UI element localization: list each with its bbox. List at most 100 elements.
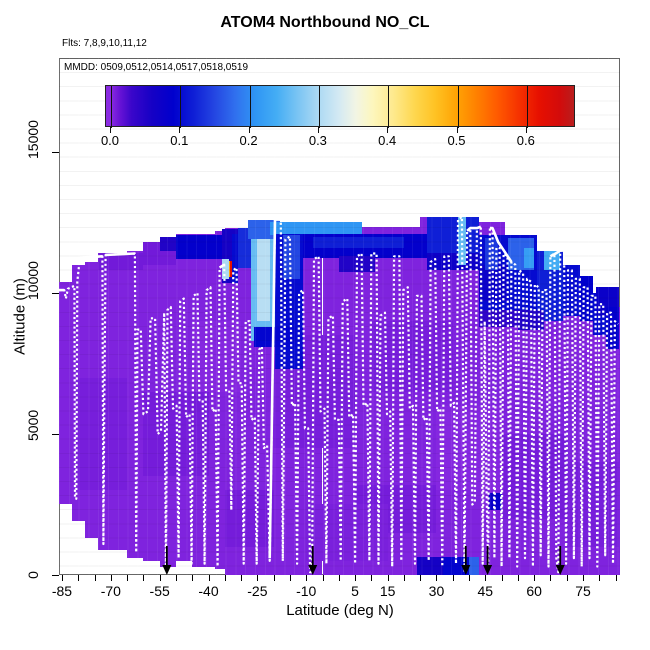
x-axis-tick [371,575,373,581]
x-axis-tick [289,575,291,581]
colorbar-tick [457,86,459,128]
heatmap-cell [175,235,222,260]
x-axis-tick [387,575,389,581]
flight-track-solid-segment [79,255,103,259]
x-axis-tick-label: -55 [149,583,170,599]
landing-marker-arrow-icon [162,546,172,575]
x-axis-tick-label: 45 [477,583,494,599]
flight-track-solid-segment [489,226,513,263]
heatmap-cell [127,250,144,559]
x-axis-tick [273,575,275,581]
x-axis-tick [566,575,568,581]
x-axis-tick-label: 5 [351,583,359,599]
colorbar-tick-label: 0.3 [308,133,327,148]
y-axis-title: Altitude (m) [11,278,29,355]
x-axis-tick [192,575,194,581]
heatmap-cell [312,236,404,248]
heatmap-cell [306,504,388,561]
x-axis-tick [208,575,210,581]
x-axis-tick [534,575,536,581]
heatmap-cell [228,260,231,278]
colorbar-tick-stub [525,127,527,133]
heatmap-cell [257,221,271,322]
heatmap-cell [469,556,479,575]
x-axis-tick [469,575,471,581]
x-axis-tick [110,575,112,581]
y-axis-tick [52,433,59,435]
x-axis-tick [94,575,96,581]
chart-title: ATOM4 Northbound NO_CL [220,14,430,31]
mmdd-legend-label: MMDD: 0509,0512,0514,0517,0518,0519 [64,62,249,73]
colorbar-tick-stub [110,127,111,133]
landing-marker-arrow-icon [483,546,493,575]
x-axis-tick [355,575,357,581]
x-axis-tick-label: -10 [296,583,317,599]
x-axis-tick [452,575,454,581]
x-axis-tick-label: -40 [198,583,219,599]
colorbar-tick-label: 0.6 [516,133,535,148]
heatmap-cell [485,237,499,271]
colorbar-tick-label: 0.5 [447,133,466,148]
heatmap-cell [254,326,297,347]
x-axis-tick [436,575,438,581]
heatmap-cell [605,307,619,350]
x-axis-tick [61,575,63,581]
x-axis-tick [403,575,405,581]
heatmap-cell [270,222,362,236]
flight-track-layer [59,215,619,575]
x-axis-tick [127,575,129,581]
landing-marker-arrow-icon [461,546,471,575]
x-axis-tick [241,575,243,581]
heatmap-cell [231,233,238,284]
x-axis-tick [159,575,161,581]
x-axis-tick [550,575,552,581]
landing-marker-arrow-icon [308,546,318,575]
x-axis-tick [599,575,601,581]
colorbar-tick-stub [248,127,250,133]
x-axis-tick-label: 30 [428,583,445,599]
x-axis-tick [257,575,259,581]
heatmap-cell [524,247,535,268]
colorbar-tick-label: 0.4 [378,133,397,148]
flight-track-solid-segment [549,249,565,258]
x-axis-tick [78,575,80,581]
x-axis-tick [615,575,617,581]
heatmap-cell [543,250,561,271]
heatmap-cell [237,228,251,268]
colorbar-tick [180,86,182,128]
colorbar-tick-label: 0.0 [100,133,120,148]
y-axis-tick-label: 15000 [25,119,41,159]
heatmap-cell [230,260,232,278]
colorbar-tick-label: 0.2 [239,133,258,148]
y-axis-tick-label: 5000 [25,409,41,441]
x-axis-tick [338,575,340,581]
colorbar-tick-stub [317,127,319,133]
x-axis-tick [306,575,308,581]
colorbar [105,85,575,128]
y-axis-tick [52,575,59,576]
flight-track-solid-segment [268,218,281,559]
heatmap-cell [224,490,274,547]
colorbar-tick-stub [387,127,389,133]
x-axis-tick-label: 60 [526,583,542,599]
x-axis-tick [420,575,422,581]
heatmap-cell [159,236,176,251]
colorbar-tick [526,86,528,128]
x-axis-tick [501,575,503,581]
heatmap-cell [221,259,230,279]
x-axis-tick-label: -70 [100,583,121,599]
x-axis-tick [485,575,487,581]
x-axis-tick [224,575,226,581]
heatmap-cell [442,556,470,575]
y-axis-tick-label: 0 [25,571,41,579]
colorbar-tick-stub [456,127,458,133]
colorbar-tick-label: 0.1 [170,133,189,148]
x-axis-tick [143,575,145,581]
x-axis-tick [175,575,177,581]
colorbar-tick [249,86,251,128]
flight-track-line [59,215,619,574]
heatmap-cell [97,253,144,271]
flight-track-solid-segment [105,252,135,257]
x-axis-title: Latitude (deg N) [286,602,394,619]
